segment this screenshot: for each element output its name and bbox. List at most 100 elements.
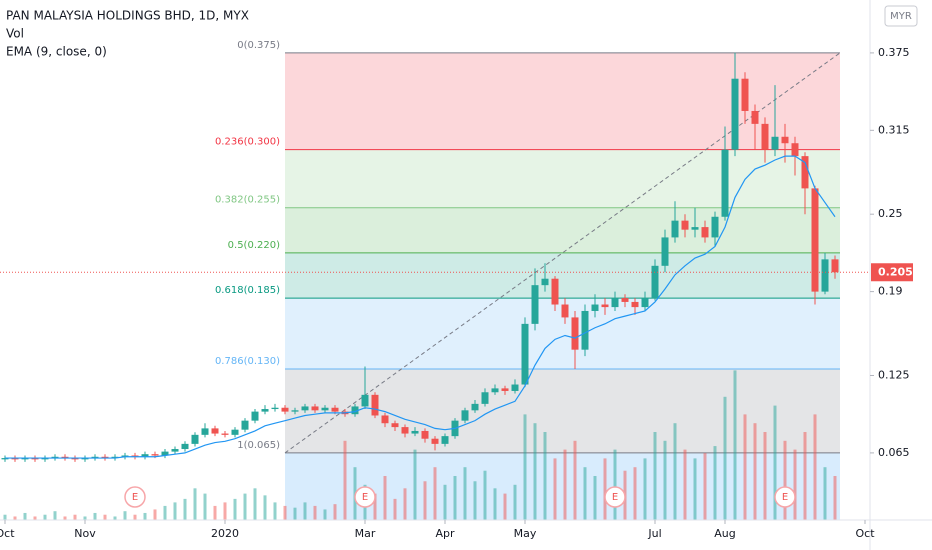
fib-band (285, 452, 840, 520)
volume-bar (563, 449, 567, 520)
volume-bar (283, 505, 287, 520)
volume-bar (773, 405, 777, 520)
volume-bar (723, 396, 727, 520)
volume-bar (213, 505, 217, 520)
volume-bar (413, 449, 417, 520)
volume-bar (633, 467, 637, 520)
candle-body (71, 458, 79, 460)
fib-label: 0.618(0.185) (215, 285, 280, 296)
volume-bar (193, 488, 197, 520)
candle-body (831, 259, 839, 273)
volume-bar (423, 481, 427, 520)
candle-body (811, 188, 819, 292)
candle-body (521, 323, 529, 385)
volume-bar (323, 509, 327, 520)
candle-body (471, 403, 479, 411)
volume-layer (3, 370, 837, 520)
candle-body (21, 458, 29, 460)
candle-body (541, 278, 549, 286)
volume-bar (173, 502, 177, 520)
volume-bar (743, 414, 747, 520)
candle-body (781, 136, 789, 144)
volume-bar (333, 504, 337, 520)
candle-body (201, 428, 209, 435)
volume-bar (83, 516, 87, 520)
candle-body (671, 220, 679, 238)
candle-body (651, 265, 659, 299)
volume-bar (713, 446, 717, 520)
candle-body (61, 456, 69, 459)
y-tick-label: 0.315 (878, 123, 910, 136)
candle-body (91, 456, 99, 459)
candle-body (161, 451, 169, 456)
volume-bar (673, 423, 677, 520)
currency[interactable]: MYR (890, 11, 912, 22)
volume-bar (753, 423, 757, 520)
volume-bar (243, 493, 247, 520)
volume-bar (443, 484, 447, 520)
candle-body (561, 304, 569, 318)
candle-body (721, 149, 729, 217)
candle-body (131, 455, 139, 457)
volume-bar (33, 516, 37, 520)
candle-body (41, 458, 49, 460)
indicator-label: EMA (9, close, 0) (6, 45, 107, 59)
volume-bar (453, 476, 457, 520)
candle-layer (1, 52, 839, 462)
volume-bar (273, 502, 277, 520)
y-tick-label: 0.125 (878, 368, 910, 381)
ema-line (5, 155, 836, 459)
earnings-marker (124, 486, 146, 508)
candle-body (221, 433, 229, 435)
volume-bar (3, 514, 7, 520)
candle-body (261, 409, 269, 412)
volume-bar (613, 449, 617, 520)
volume-bar (463, 467, 467, 520)
last-price-label: 0.205 (878, 265, 913, 278)
volume-bar (93, 512, 97, 520)
candle-body (581, 310, 589, 350)
volume-bar (603, 458, 607, 520)
candle-body (191, 434, 199, 444)
volume-bar (143, 512, 147, 520)
y-tick-label: 0.25 (878, 207, 903, 220)
earnings-label: E (782, 492, 788, 503)
fib-label: 0(0.375) (237, 40, 280, 51)
earnings-label: E (612, 492, 618, 503)
candle-body (431, 438, 439, 444)
candle-body (631, 301, 639, 308)
candle-body (271, 407, 279, 410)
volume-bar (103, 514, 107, 520)
volume-bar (653, 432, 657, 520)
candle-body (571, 317, 579, 350)
candle-body (441, 436, 449, 444)
volume-bar (73, 514, 77, 520)
volume-bar (293, 507, 297, 520)
candle-body (211, 428, 219, 434)
x-tick-label: 2020 (211, 527, 239, 540)
x-tick-label: Apr (435, 527, 455, 540)
candle-body (531, 285, 539, 324)
candle-body (1, 458, 9, 460)
volume-bar (393, 498, 397, 520)
last-price-box (871, 263, 913, 282)
fib-band (285, 207, 840, 253)
volume-bar (833, 476, 837, 520)
chart-title: PAN MALAYSIA HOLDINGS BHD, 1D, MYX (6, 9, 249, 23)
volume-bar (153, 509, 157, 520)
candle-body (801, 156, 809, 189)
candle-body (181, 443, 189, 450)
volume-bar (113, 516, 117, 520)
earnings-marker (354, 486, 376, 508)
volume-bar (133, 514, 137, 520)
y-tick-label: 0.375 (878, 46, 910, 59)
candle-body (761, 123, 769, 150)
volume-bar (433, 467, 437, 520)
candle-body (741, 78, 749, 111)
currency-box[interactable] (884, 5, 918, 27)
volume-bar (583, 467, 587, 520)
candle-body (231, 429, 239, 435)
candle-body (601, 304, 609, 308)
volume-bar (793, 449, 797, 520)
